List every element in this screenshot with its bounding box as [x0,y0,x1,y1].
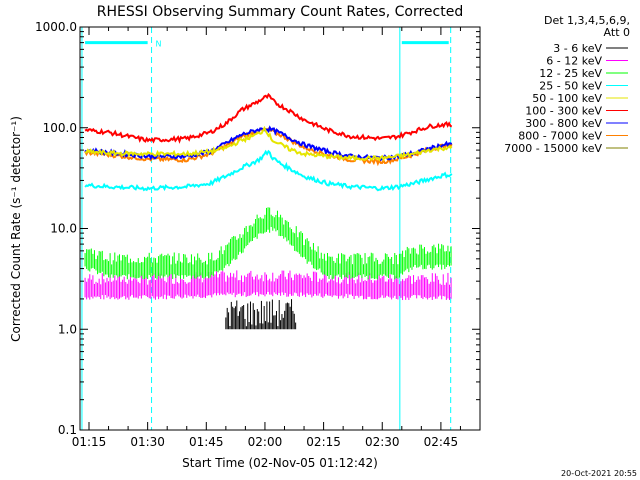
series-1 [84,270,452,301]
y-axis: 0.1 1.0 10.0 100.0 1000.0 [35,20,480,437]
legend-label: 7000 - 15000 keV [504,142,602,155]
legend-header-line: Det 1,3,4,5,6,9, [544,14,630,27]
legend-label: 6 - 12 keV [546,55,602,68]
legend-label: 25 - 50 keV [539,80,602,93]
series-line [84,149,453,192]
legend-label: 300 - 800 keV [525,117,602,130]
y-tick-label: 10.0 [50,222,77,236]
series-line [84,92,453,144]
legend-label: 100 - 300 keV [525,105,602,118]
series-5 [84,92,453,144]
legend-label: 12 - 25 keV [539,67,602,80]
x-tick-label: 02:30 [365,435,400,449]
plot-area: N [81,27,453,430]
annotation-label: N [156,40,162,49]
footer-timestamp: 20-Oct-2021 20:55 [561,469,637,478]
x-axis: 01:15 01:30 01:45 02:00 02:15 02:30 02:45 [72,27,481,449]
y-tick-label: 1.0 [58,322,77,336]
legend-label: 800 - 7000 keV [518,130,602,143]
legend-label: 50 - 100 keV [532,92,602,105]
legend-header: Det 1,3,4,5,6,9,Att 0 [544,14,630,39]
y-tick-label: 1000.0 [35,20,77,34]
y-axis-label: Corrected Count Rate (s⁻¹ detector⁻¹) [9,116,23,342]
series-4 [85,125,453,162]
x-tick-label: 01:45 [189,435,224,449]
x-tick-label: 01:15 [72,435,107,449]
x-tick-label: 02:00 [248,435,283,449]
x-axis-label: Start Time (02-Nov-05 01:12:42) [182,456,378,470]
y-tick-label: 100.0 [43,121,77,135]
legend-label: 3 - 6 keV [553,42,602,55]
series-2 [84,207,452,280]
series-0 [225,299,297,330]
x-tick-label: 02:45 [424,435,459,449]
legend-header-line: Att 0 [604,26,630,39]
series-3 [84,149,453,192]
y-tick-label: 0.1 [58,423,77,437]
series-line [85,125,453,162]
chart-title: RHESSI Observing Summary Count Rates, Co… [97,4,463,20]
x-tick-label: 01:30 [130,435,165,449]
x-tick-label: 02:15 [306,435,341,449]
